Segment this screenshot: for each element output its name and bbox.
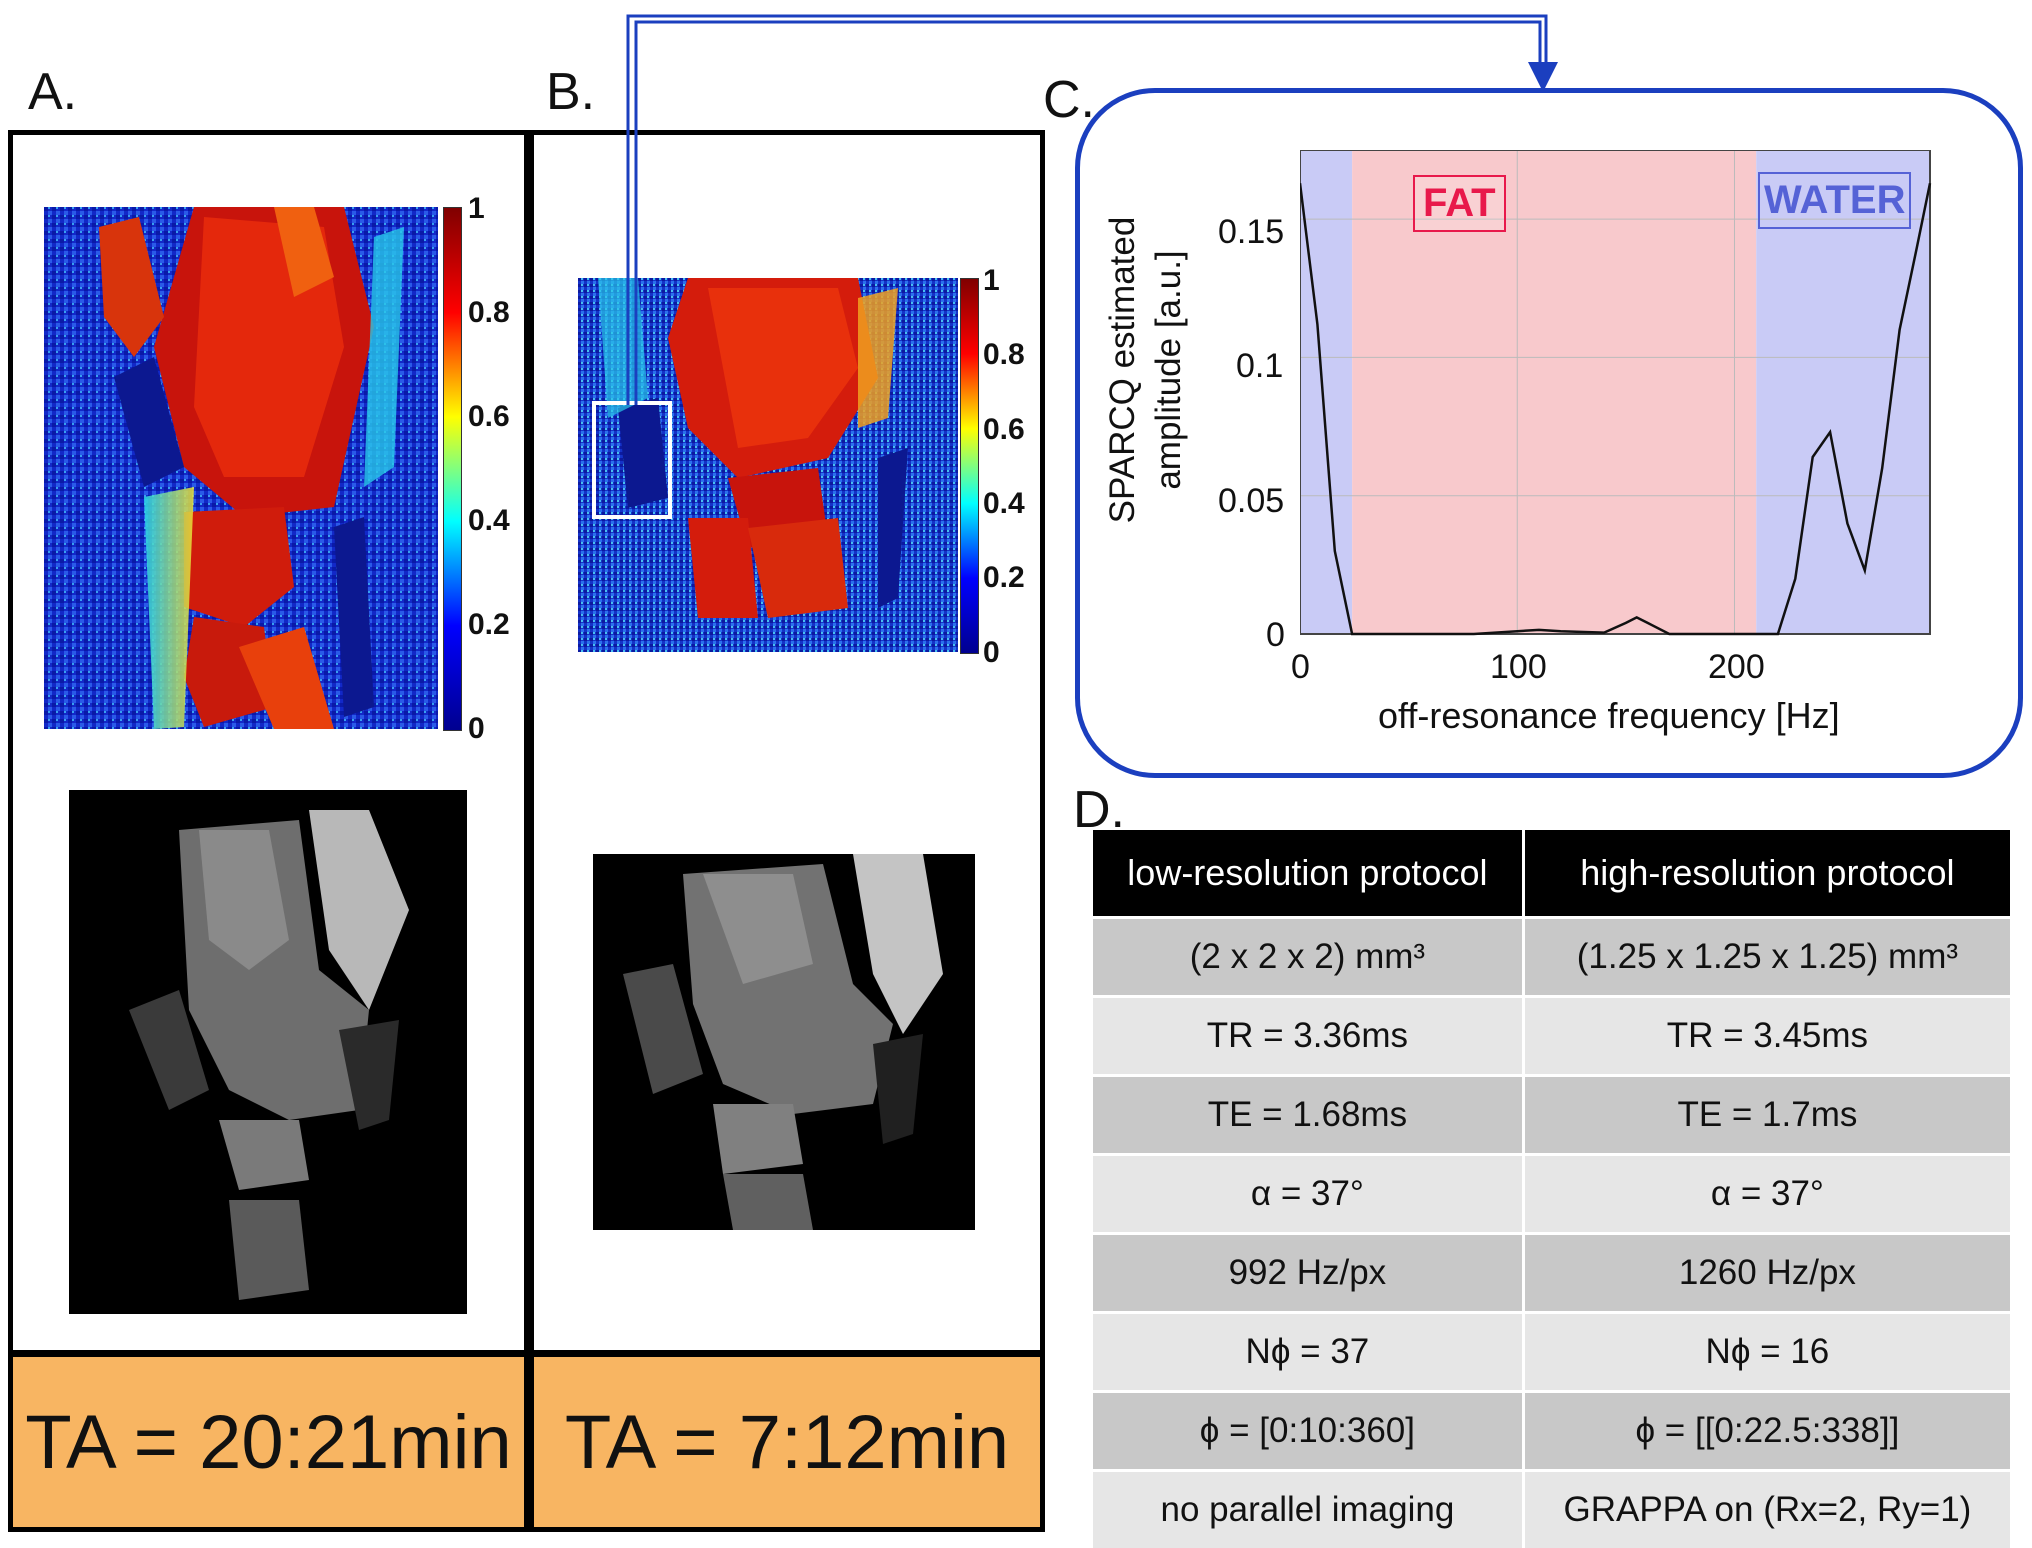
fat-fraction-map-low: [44, 207, 438, 729]
table-cell: ϕ = [[0:22.5:338]]: [1523, 1392, 2010, 1471]
table-cell: α = 37°: [1093, 1155, 1523, 1234]
x-tick-label: 0: [1291, 648, 1310, 687]
table-cell: 992 Hz/px: [1093, 1234, 1523, 1313]
table-row: Nϕ = 37 Nϕ = 16: [1093, 1313, 2010, 1392]
table-cell: (1.25 x 1.25 x 1.25) mm³: [1523, 918, 2010, 997]
table-cell: TE = 1.7ms: [1523, 1076, 2010, 1155]
colorbar-b-tick: 1: [983, 264, 1000, 298]
x-axis-label: off-resonance frequency [Hz]: [1378, 695, 1840, 737]
ta-low-box: TA = 20:21min: [8, 1352, 529, 1532]
region-water: [1300, 150, 1352, 634]
y-tick-label: 0.1: [1236, 347, 1283, 386]
colorbar-a-tick: 0.6: [468, 400, 510, 434]
colorbar-b-tick: 0.2: [983, 561, 1025, 595]
table-row: 992 Hz/px 1260 Hz/px: [1093, 1234, 2010, 1313]
colorbar-a: [443, 207, 462, 731]
y-tick-label: 0.15: [1218, 213, 1284, 252]
table-cell: Nϕ = 16: [1523, 1313, 2010, 1392]
x-tick-label: 200: [1708, 648, 1765, 687]
ta-low-text: TA = 20:21min: [25, 1399, 512, 1486]
colorbar-b-tick: 0.6: [983, 413, 1025, 447]
ta-high-text: TA = 7:12min: [565, 1399, 1009, 1486]
colorbar-a-tick: 0.8: [468, 296, 510, 330]
colorbar-b-tick: 0.4: [983, 487, 1025, 521]
table-row: TE = 1.68ms TE = 1.7ms: [1093, 1076, 2010, 1155]
table-cell: TR = 3.36ms: [1093, 997, 1523, 1076]
y-axis-label: SPARCQ estimated amplitude [a.u.]: [1100, 140, 1192, 600]
protocol-table: low-resolution protocol high-resolution …: [1093, 830, 2010, 1548]
water-label: WATER: [1758, 172, 1911, 229]
table-row: TR = 3.36ms TR = 3.45ms: [1093, 997, 2010, 1076]
colorbar-b-tick: 0: [983, 636, 1000, 670]
table-cell: α = 37°: [1523, 1155, 2010, 1234]
table-cell: 1260 Hz/px: [1523, 1234, 2010, 1313]
colorbar-a-tick: 0.4: [468, 504, 510, 538]
table-row: α = 37° α = 37°: [1093, 1155, 2010, 1234]
table-row: (2 x 2 x 2) mm³ (1.25 x 1.25 x 1.25) mm³: [1093, 918, 2010, 997]
colorbar-a-tick: 0.2: [468, 608, 510, 642]
y-axis-label-line1: SPARCQ estimated: [1100, 140, 1146, 600]
y-axis-label-line2: amplitude [a.u.]: [1146, 140, 1192, 600]
table-header: high-resolution protocol: [1523, 830, 2010, 918]
y-tick-label: 0: [1266, 616, 1285, 655]
panel-divider: [524, 135, 527, 1350]
x-tick-label: 100: [1490, 648, 1547, 687]
table-cell: no parallel imaging: [1093, 1471, 1523, 1548]
table-cell: Nϕ = 37: [1093, 1313, 1523, 1392]
colorbar-a-tick: 1: [468, 192, 485, 226]
mri-image-high: [593, 854, 975, 1230]
mri-image-low: [69, 790, 467, 1314]
table-header: low-resolution protocol: [1093, 830, 1523, 918]
table-row: no parallel imaging GRAPPA on (Rx=2, Ry=…: [1093, 1471, 2010, 1548]
colorbar-b: [960, 278, 979, 654]
table-cell: GRAPPA on (Rx=2, Ry=1): [1523, 1471, 2010, 1548]
table-cell: TR = 3.45ms: [1523, 997, 2010, 1076]
ta-high-box: TA = 7:12min: [529, 1352, 1045, 1532]
connector-arrow-vertical: [620, 100, 644, 410]
table-row: ϕ = [0:10:360] ϕ = [[0:22.5:338]]: [1093, 1392, 2010, 1471]
table-cell: (2 x 2 x 2) mm³: [1093, 918, 1523, 997]
colorbar-a-tick: 0: [468, 712, 485, 746]
y-tick-label: 0.05: [1218, 482, 1284, 521]
fat-label: FAT: [1413, 175, 1506, 232]
roi-box: [592, 401, 672, 519]
colorbar-b-tick: 0.8: [983, 338, 1025, 372]
table-cell: ϕ = [0:10:360]: [1093, 1392, 1523, 1471]
table-cell: TE = 1.68ms: [1093, 1076, 1523, 1155]
